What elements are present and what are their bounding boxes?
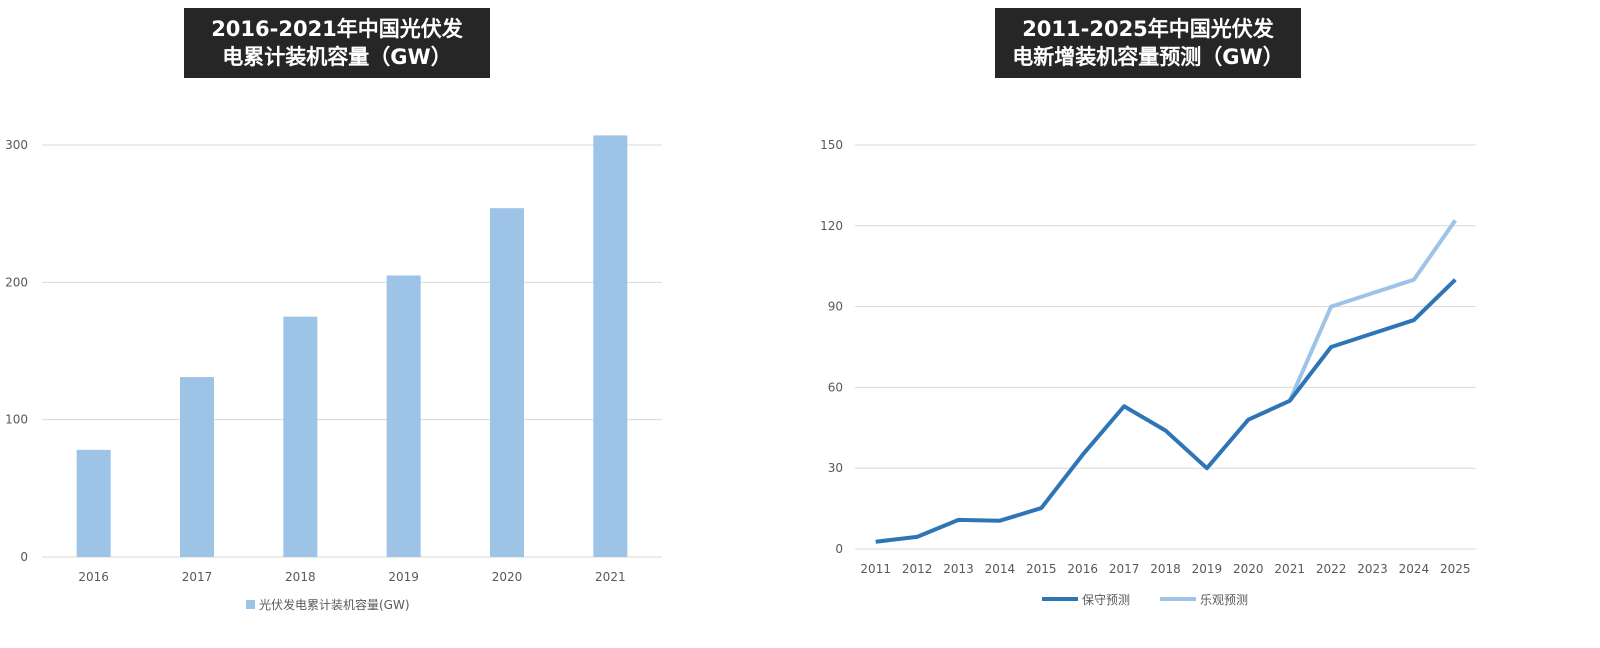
y-tick-label: 60: [828, 380, 843, 394]
y-tick-label: 30: [828, 461, 843, 475]
bar-2018: [283, 316, 318, 557]
right-title-line-1: 2011-2025年中国光伏发: [1022, 17, 1274, 41]
x-tick-label: 2019: [388, 570, 419, 584]
x-tick-label: 2017: [1109, 562, 1140, 576]
x-tick-label: 2016: [78, 570, 109, 584]
x-tick-label: 2016: [1067, 562, 1098, 576]
y-tick-label: 100: [5, 413, 28, 427]
bar-2019: [386, 275, 421, 557]
y-tick-label: 150: [820, 138, 843, 152]
x-tick-label: 2014: [985, 562, 1016, 576]
x-tick-label: 2019: [1192, 562, 1223, 576]
x-tick-label: 2021: [595, 570, 626, 584]
y-tick-label: 90: [828, 300, 843, 314]
x-tick-label: 2024: [1399, 562, 1430, 576]
x-tick-label: 2021: [1274, 562, 1305, 576]
left-chart-title: 2016-2021年中国光伏发 电累计装机容量（GW）: [184, 8, 490, 78]
x-tick-label: 2013: [943, 562, 974, 576]
legend-swatch: [246, 600, 255, 609]
x-tick-label: 2012: [902, 562, 933, 576]
x-tick-label: 2011: [860, 562, 891, 576]
x-tick-label: 2025: [1440, 562, 1471, 576]
x-tick-label: 2022: [1316, 562, 1347, 576]
bar-2017: [180, 377, 214, 557]
bar-2016: [76, 449, 111, 557]
series-line-optimistic: [1287, 219, 1457, 402]
left-title-line-1: 2016-2021年中国光伏发: [211, 17, 463, 41]
legend-label: 乐观预测: [1200, 593, 1248, 607]
bar-2020: [490, 208, 524, 557]
y-tick-label: 0: [20, 550, 28, 564]
series-line-conservative: [875, 278, 1457, 544]
legend-label: 光伏发电累计装机容量(GW): [259, 597, 410, 612]
x-tick-label: 2020: [492, 570, 523, 584]
left-title-line-2: 电累计装机容量（GW）: [222, 45, 452, 69]
y-tick-label: 300: [5, 138, 28, 152]
x-tick-label: 2018: [285, 570, 316, 584]
y-tick-label: 120: [820, 219, 843, 233]
x-tick-label: 2018: [1150, 562, 1181, 576]
y-tick-label: 200: [5, 275, 28, 289]
y-tick-label: 0: [835, 542, 843, 556]
bar-2021: [593, 135, 628, 558]
right-title-line-2: 电新增装机容量预测（GW）: [1012, 45, 1284, 69]
x-tick-label: 2015: [1026, 562, 1057, 576]
legend-label: 保守预测: [1082, 593, 1130, 607]
right-chart-title: 2011-2025年中国光伏发 电新增装机容量预测（GW）: [995, 8, 1301, 78]
x-tick-label: 2023: [1357, 562, 1388, 576]
x-tick-label: 2020: [1233, 562, 1264, 576]
x-tick-label: 2017: [182, 570, 213, 584]
